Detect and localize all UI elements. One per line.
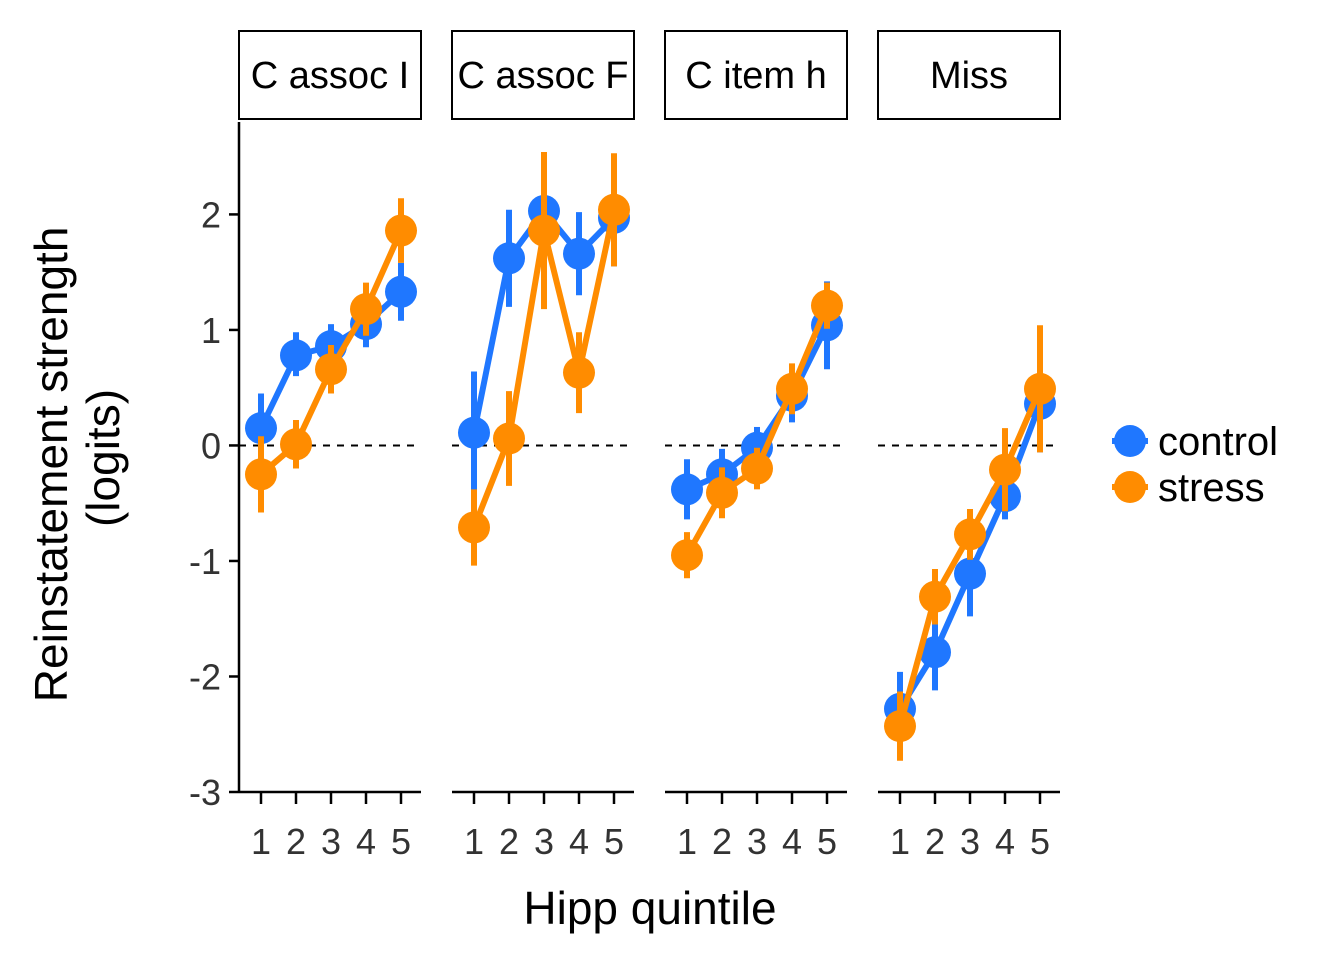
data-point: [671, 539, 703, 572]
strip-box: [877, 30, 1061, 120]
series-stress: [245, 198, 417, 513]
x-tick-label: 3: [960, 821, 980, 862]
data-point: [954, 518, 986, 551]
legend-label: stress: [1158, 466, 1265, 510]
y-tick-label: 0: [201, 425, 221, 466]
data-point: [919, 636, 951, 669]
x-axis-title: Hipp quintile: [523, 882, 776, 934]
data-point: [706, 476, 738, 509]
strip-box: [451, 30, 635, 120]
x-tick-label: 4: [782, 821, 802, 862]
data-point: [280, 339, 312, 372]
legend-item-stress: stress: [1112, 466, 1265, 510]
x-tick-label: 2: [286, 821, 306, 862]
data-point: [315, 353, 347, 386]
x-tick-label: 1: [890, 821, 910, 862]
panel-1: C assoc I 1 2 3 4 5: [238, 30, 422, 862]
panel-2: C assoc F 1 2 3 4 5: [451, 30, 635, 862]
strip-label: C item h: [685, 55, 826, 97]
data-point: [563, 237, 595, 270]
data-point: [245, 458, 277, 491]
data-point: [350, 293, 382, 326]
x-tick-label: 2: [499, 821, 519, 862]
strip-label: Miss: [930, 55, 1008, 97]
panel-4: Miss 1 2 3 4 5: [877, 30, 1061, 862]
x-tick-label: 5: [1030, 821, 1050, 862]
data-point: [458, 416, 490, 449]
x-tick-label: 4: [356, 821, 376, 862]
data-point: [598, 193, 630, 226]
panels-layer: C assoc I1 2 3 4 5C assoc F1 2 3 4 5C item h1 2 3 4…: [238, 30, 1061, 862]
x-tick-label: 5: [604, 821, 624, 862]
data-point: [989, 453, 1021, 486]
legend-key-point: [1114, 425, 1146, 457]
data-point: [1024, 372, 1056, 405]
x-tick-label: 1: [464, 821, 484, 862]
legend-item-control: control: [1112, 420, 1278, 464]
y-axis-title: Reinstatement strength (logits): [25, 214, 129, 702]
data-point: [493, 242, 525, 275]
y-tick-label: -2: [189, 656, 221, 697]
series-stress: [884, 325, 1056, 761]
data-point: [954, 557, 986, 590]
series-stress: [671, 282, 843, 579]
x-tick-label: 3: [321, 821, 341, 862]
strip-label: C assoc F: [457, 55, 628, 97]
x-tick-label: 3: [534, 821, 554, 862]
data-point: [811, 289, 843, 322]
y-axis: -3 -2 -1 0 1 2: [189, 122, 241, 813]
y-tick-label: -1: [189, 541, 221, 582]
data-point: [919, 580, 951, 613]
x-tick-label: 5: [391, 821, 411, 862]
data-point: [493, 422, 525, 455]
panel-3: C item h 1 2 3 4 5: [664, 30, 848, 862]
x-tick-label: 3: [747, 821, 767, 862]
data-point: [280, 428, 312, 461]
y-axis-title-line-2: (logits): [77, 389, 129, 527]
y-axis-title-line-1: Reinstatement strength: [25, 227, 77, 703]
y-tick-label: -3: [189, 772, 221, 813]
x-tick-label: 2: [712, 821, 732, 862]
data-point: [245, 412, 277, 445]
y-tick-label: 1: [201, 310, 221, 351]
legend-key-point: [1114, 471, 1146, 503]
series-stress: [458, 152, 630, 566]
y-tick-label: 2: [201, 194, 221, 235]
strip-box: [238, 30, 422, 120]
data-point: [671, 473, 703, 506]
data-point: [385, 214, 417, 247]
data-point: [776, 372, 808, 405]
data-point: [528, 214, 560, 247]
data-point: [563, 356, 595, 389]
data-point: [385, 275, 417, 308]
x-tick-label: 1: [251, 821, 271, 862]
x-tick-label: 1: [677, 821, 697, 862]
x-tick-label: 4: [569, 821, 589, 862]
data-point: [741, 452, 773, 485]
x-tick-label: 2: [925, 821, 945, 862]
data-point: [884, 710, 916, 743]
strip-box: [664, 30, 848, 120]
data-point: [458, 511, 490, 544]
x-tick-label: 5: [817, 821, 837, 862]
legend-label: control: [1158, 420, 1278, 464]
strip-label: C assoc I: [251, 55, 409, 97]
x-tick-label: 4: [995, 821, 1015, 862]
